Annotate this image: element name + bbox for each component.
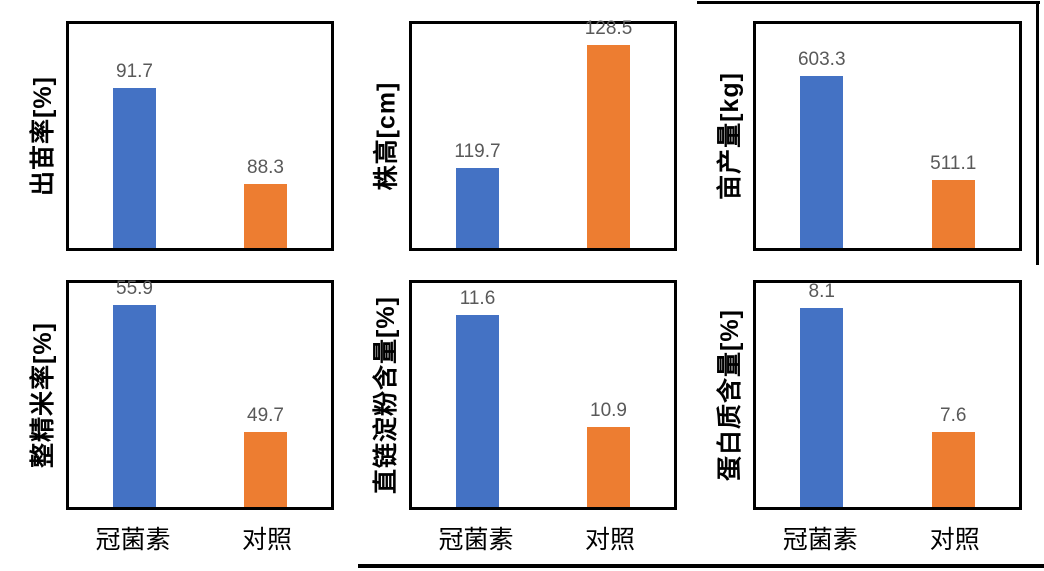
bar-control xyxy=(931,179,975,248)
bar-treatment xyxy=(456,168,499,248)
table-border-bottom xyxy=(358,564,1044,568)
bar-treatment xyxy=(113,305,156,507)
bar-treatment xyxy=(456,315,499,507)
table-border-right xyxy=(1036,1,1039,265)
bar-value-label: 603.3 xyxy=(797,49,846,71)
bar-value-label: 55.9 xyxy=(116,278,153,300)
y-axis-title: 整精米率[%] xyxy=(29,322,58,468)
plot-area: 603.3 511.1 xyxy=(753,21,1022,251)
y-axis-title: 株高[cm] xyxy=(372,81,401,191)
bar-value-label: 49.7 xyxy=(247,404,284,426)
bar-value-label: 119.7 xyxy=(454,141,501,163)
bar-treatment xyxy=(800,76,844,248)
y-axis-title: 亩产量[kg] xyxy=(716,72,745,200)
bar-value-label: 88.3 xyxy=(247,156,284,178)
bar-value-label: 91.7 xyxy=(116,61,153,83)
x-category-label: 冠菌素 xyxy=(782,526,858,554)
x-category-label: 冠菌素 xyxy=(95,526,171,554)
plot-area: 91.7 88.3 xyxy=(66,21,334,251)
bar-value-label: 128.5 xyxy=(584,18,633,39)
bar-control xyxy=(587,45,630,248)
bar-value-label: 10.9 xyxy=(590,400,627,421)
bar-control xyxy=(931,432,975,507)
y-axis-title: 直链淀粉含量[%] xyxy=(372,296,401,494)
bar-value-label: 11.6 xyxy=(459,288,496,309)
x-category-label: 对照 xyxy=(241,526,293,554)
plot-area: 119.7 128.5 xyxy=(409,18,677,251)
plot-area: 11.6 10.9 xyxy=(409,280,677,510)
x-category-label: 冠菌素 xyxy=(438,526,514,554)
y-axis-title: 出苗率[%] xyxy=(29,76,58,196)
x-category-label: 对照 xyxy=(584,526,636,554)
bar-value-label: 511.1 xyxy=(930,152,977,174)
table-border-top xyxy=(697,1,1040,4)
bar-control xyxy=(244,183,287,248)
bar-control xyxy=(587,427,630,507)
bar-value-label: 7.6 xyxy=(940,405,967,427)
x-category-label: 对照 xyxy=(929,526,980,554)
bar-treatment xyxy=(800,307,844,507)
bar-value-label: 8.1 xyxy=(808,280,835,302)
bar-treatment xyxy=(113,88,156,248)
bar-control xyxy=(244,431,287,507)
plot-area: 55.9 49.7 xyxy=(66,278,334,510)
y-axis-title: 蛋白质含量[%] xyxy=(716,309,745,481)
plot-area: 8.1 7.6 xyxy=(753,280,1022,510)
